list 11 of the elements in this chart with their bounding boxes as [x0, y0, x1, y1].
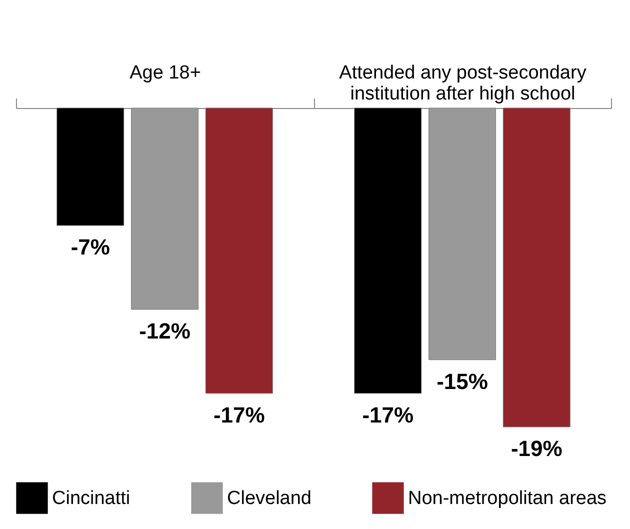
x-tick-label: Age 18+: [130, 62, 201, 84]
data-label: -12%: [139, 318, 190, 344]
legend-label: Cleveland: [227, 488, 312, 510]
data-label: -19%: [510, 436, 562, 461]
x-tick-label: Attended any post-secondary institution after high school: [339, 62, 587, 104]
data-label: -17%: [213, 402, 265, 428]
data-label: -7%: [70, 234, 110, 260]
data-label: -15%: [436, 368, 488, 394]
data-label: -17%: [362, 402, 414, 428]
legend-label: Non-metropolitan areas: [408, 488, 607, 510]
legend-label: Cincinatti: [52, 488, 130, 510]
